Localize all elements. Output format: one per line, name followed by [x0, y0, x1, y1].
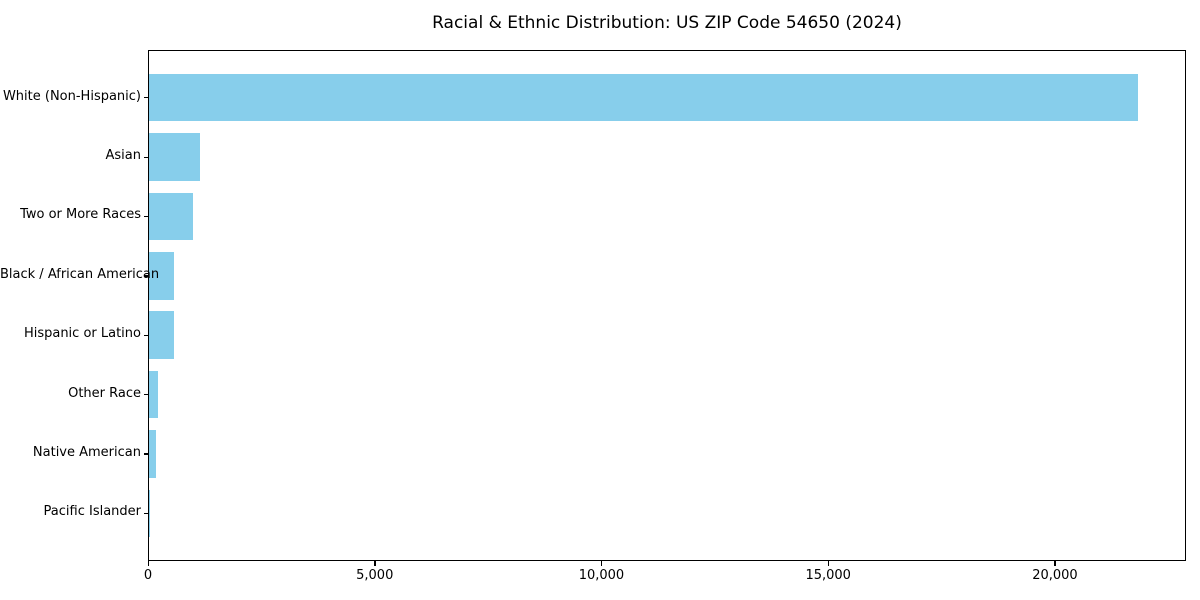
- y-tick-label: Hispanic or Latino: [23, 326, 141, 342]
- y-tick-mark: [143, 215, 148, 218]
- bar-other-race: [149, 370, 158, 419]
- y-tick-label: White (Non-Hispanic): [2, 88, 141, 104]
- chart-title: Racial & Ethnic Distribution: US ZIP Cod…: [432, 13, 902, 33]
- x-tick-label: 5,000: [356, 568, 394, 583]
- y-tick-label: Native American: [32, 444, 141, 460]
- x-tick-mark: [374, 561, 376, 566]
- plot-area: [148, 50, 1186, 561]
- y-tick-label: Pacific Islander: [43, 504, 141, 520]
- y-tick-label: Asian: [105, 148, 141, 164]
- y-tick-mark: [143, 512, 148, 515]
- y-tick-mark: [143, 394, 148, 396]
- y-tick-mark: [143, 156, 148, 158]
- x-tick-mark: [147, 561, 149, 566]
- x-tick-label: 0: [143, 568, 153, 583]
- bar-asian: [149, 133, 200, 181]
- y-tick-label: Two or More Races: [20, 207, 141, 223]
- y-tick-mark: [143, 334, 148, 336]
- x-tick-label: 15,000: [805, 568, 851, 583]
- bar-two-or-more-races: [149, 192, 194, 241]
- y-tick-mark: [143, 97, 148, 99]
- x-tick-mark: [600, 561, 603, 566]
- bar-hispanic-or-latino: [149, 311, 175, 359]
- x-tick-label: 10,000: [578, 568, 625, 583]
- x-tick-label: 20,000: [1032, 568, 1078, 583]
- y-tick-label: Black / African American: [0, 266, 160, 282]
- x-tick-mark: [1054, 561, 1056, 566]
- y-tick-mark: [143, 275, 148, 277]
- bar-white-non-hispanic: [149, 73, 1138, 122]
- y-tick-label: Other Race: [68, 385, 141, 401]
- x-tick-mark: [827, 561, 829, 566]
- bar-native-american: [149, 430, 157, 478]
- y-tick-mark: [143, 453, 148, 455]
- bar-black-african-american: [149, 252, 175, 300]
